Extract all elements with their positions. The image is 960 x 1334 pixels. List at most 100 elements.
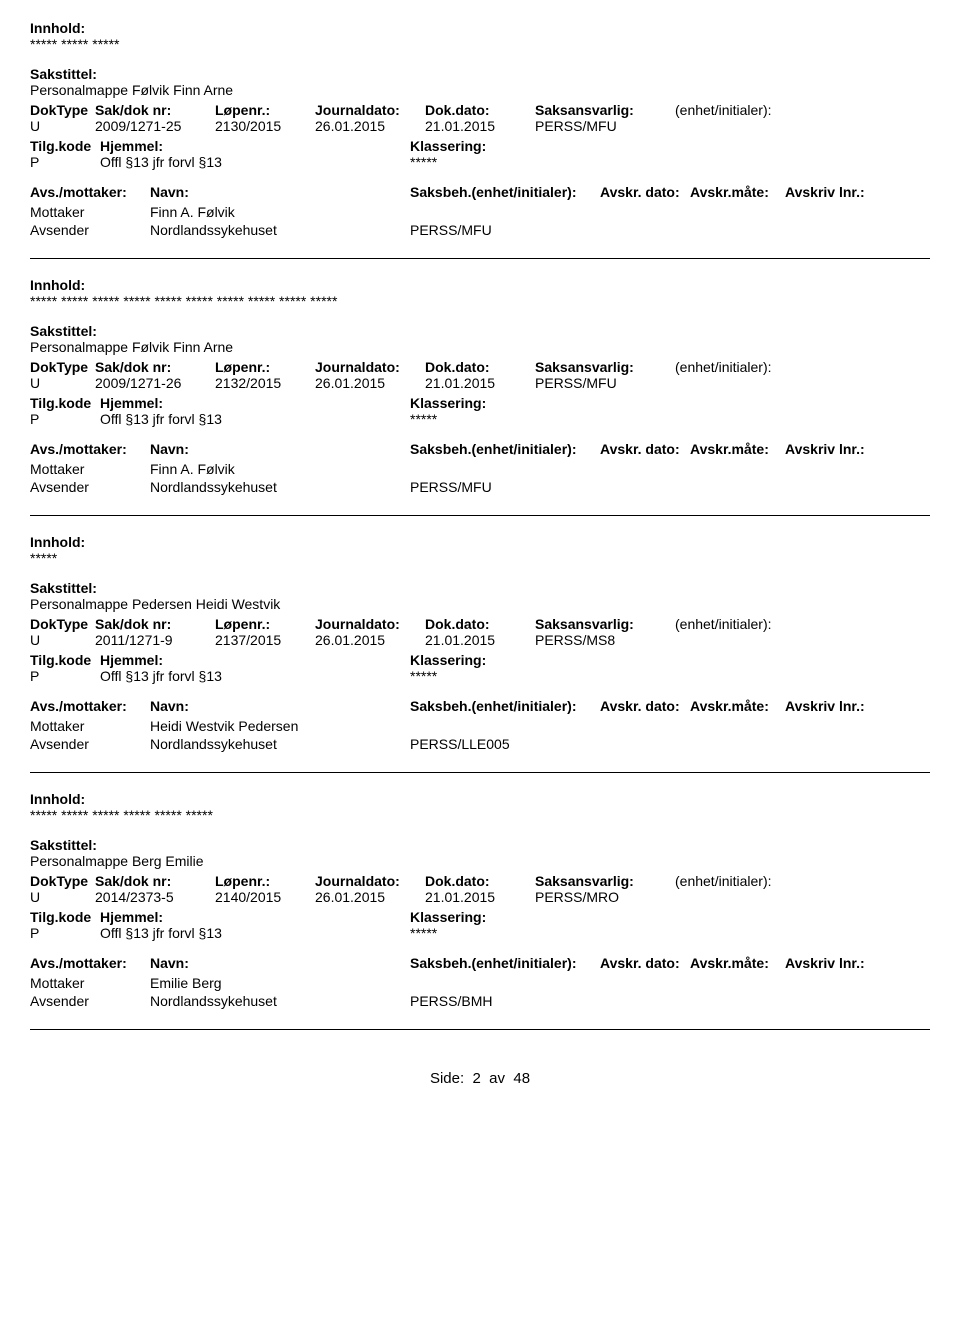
- sakstittel-text: Personalmappe Følvik Finn Arne: [30, 82, 930, 98]
- mottaker-name: Finn A. Følvik: [150, 204, 410, 220]
- klassering-value: *****: [410, 411, 660, 427]
- dokdato-label: Dok.dato:: [425, 102, 535, 118]
- navn-label: Navn:: [150, 955, 410, 971]
- sakstittel-label: Sakstittel:: [30, 837, 930, 853]
- journaldato-value: 26.01.2015: [315, 632, 425, 648]
- lopenr-value: 2137/2015: [215, 632, 315, 648]
- journaldato-value: 26.01.2015: [315, 889, 425, 905]
- tilgkode-value: P: [30, 668, 100, 684]
- journal-record: Innhold: ***** ***** ***** ***** ***** *…: [30, 277, 930, 495]
- innhold-text: ***** ***** ***** ***** ***** ***** ****…: [30, 293, 930, 309]
- klassering-value: *****: [410, 925, 660, 941]
- lopenr-label: Løpenr.:: [215, 102, 315, 118]
- hjemmel-value: Offl §13 jfr forvl §13: [100, 154, 410, 170]
- saksbeh-enhet-label: Saksbeh.(enhet/initialer):: [410, 441, 600, 457]
- lopenr-value: 2140/2015: [215, 889, 315, 905]
- avsender-role: Avsender: [30, 222, 150, 238]
- doktype-label: DokType: [30, 102, 95, 118]
- avsender-role: Avsender: [30, 479, 150, 495]
- doktype-label: DokType: [30, 616, 95, 632]
- navn-label: Navn:: [150, 441, 410, 457]
- footer-av: av: [489, 1070, 505, 1087]
- avs-mottaker-label: Avs./mottaker:: [30, 184, 150, 200]
- doktype-label: DokType: [30, 359, 95, 375]
- mottaker-role: Mottaker: [30, 461, 150, 477]
- journaldato-label: Journaldato:: [315, 359, 425, 375]
- avs-mottaker-label: Avs./mottaker:: [30, 698, 150, 714]
- journaldato-value: 26.01.2015: [315, 118, 425, 134]
- journaldato-label: Journaldato:: [315, 873, 425, 889]
- mottaker-name: Heidi Westvik Pedersen: [150, 718, 410, 734]
- saksansvarlig-label: Saksansvarlig:: [535, 616, 675, 632]
- innhold-label: Innhold:: [30, 277, 930, 293]
- journal-record: Innhold: ***** ***** ***** ***** ***** *…: [30, 791, 930, 1009]
- sakdoknr-label: Sak/dok nr:: [95, 616, 215, 632]
- doktype-value: U: [30, 375, 95, 391]
- avs-mottaker-label: Avs./mottaker:: [30, 955, 150, 971]
- innhold-label: Innhold:: [30, 20, 930, 36]
- navn-label: Navn:: [150, 698, 410, 714]
- avskriv-lnr-label: Avskriv lnr.:: [785, 698, 865, 714]
- dokdato-label: Dok.dato:: [425, 359, 535, 375]
- doktype-value: U: [30, 889, 95, 905]
- journal-record: Innhold: ***** ***** ***** Sakstittel: P…: [30, 20, 930, 238]
- record-divider: [30, 1029, 930, 1030]
- avsender-name: Nordlandssykehuset: [150, 993, 410, 1009]
- sakdoknr-value: 2014/2373-5: [95, 889, 215, 905]
- saksansvarlig-value: PERSS/MRO: [535, 889, 675, 905]
- tilgkode-value: P: [30, 154, 100, 170]
- hjemmel-label: Hjemmel:: [100, 138, 410, 154]
- lopenr-value: 2132/2015: [215, 375, 315, 391]
- hjemmel-value: Offl §13 jfr forvl §13: [100, 411, 410, 427]
- avsender-role: Avsender: [30, 993, 150, 1009]
- lopenr-label: Løpenr.:: [215, 616, 315, 632]
- record-divider: [30, 258, 930, 259]
- mottaker-unit: [410, 204, 610, 220]
- journaldato-value: 26.01.2015: [315, 375, 425, 391]
- sakstittel-text: Personalmappe Følvik Finn Arne: [30, 339, 930, 355]
- saksansvarlig-label: Saksansvarlig:: [535, 359, 675, 375]
- hjemmel-label: Hjemmel:: [100, 395, 410, 411]
- record-divider: [30, 515, 930, 516]
- tilgkode-label: Tilg.kode: [30, 909, 100, 925]
- avskr-dato-label: Avskr. dato:: [600, 698, 690, 714]
- sakstittel-label: Sakstittel:: [30, 580, 930, 596]
- tilgkode-label: Tilg.kode: [30, 138, 100, 154]
- navn-label: Navn:: [150, 184, 410, 200]
- mottaker-unit: [410, 975, 610, 991]
- hjemmel-label: Hjemmel:: [100, 909, 410, 925]
- dokdato-value: 21.01.2015: [425, 889, 535, 905]
- avsender-role: Avsender: [30, 736, 150, 752]
- klassering-label: Klassering:: [410, 909, 660, 925]
- saksbeh-enhet-label: Saksbeh.(enhet/initialer):: [410, 955, 600, 971]
- avskriv-lnr-label: Avskriv lnr.:: [785, 184, 865, 200]
- innhold-label: Innhold:: [30, 534, 930, 550]
- sakdoknr-value: 2009/1271-26: [95, 375, 215, 391]
- sakdoknr-label: Sak/dok nr:: [95, 359, 215, 375]
- record-divider: [30, 772, 930, 773]
- avskr-mate-label: Avskr.måte:: [690, 955, 785, 971]
- klassering-label: Klassering:: [410, 138, 660, 154]
- avsender-unit: PERSS/MFU: [410, 479, 610, 495]
- dokdato-label: Dok.dato:: [425, 616, 535, 632]
- lopenr-label: Løpenr.:: [215, 873, 315, 889]
- innhold-text: ***** ***** ***** ***** ***** *****: [30, 807, 930, 823]
- klassering-value: *****: [410, 154, 660, 170]
- journaldato-label: Journaldato:: [315, 616, 425, 632]
- avskr-dato-label: Avskr. dato:: [600, 441, 690, 457]
- footer-side-label: Side:: [430, 1070, 464, 1087]
- avskr-mate-label: Avskr.måte:: [690, 441, 785, 457]
- tilgkode-value: P: [30, 411, 100, 427]
- avskr-dato-label: Avskr. dato:: [600, 184, 690, 200]
- avskr-mate-label: Avskr.måte:: [690, 698, 785, 714]
- journal-record: Innhold: ***** Sakstittel: Personalmappe…: [30, 534, 930, 752]
- mottaker-name: Finn A. Følvik: [150, 461, 410, 477]
- tilgkode-label: Tilg.kode: [30, 652, 100, 668]
- hjemmel-label: Hjemmel:: [100, 652, 410, 668]
- saksansvarlig-label: Saksansvarlig:: [535, 102, 675, 118]
- doktype-value: U: [30, 118, 95, 134]
- sakstittel-label: Sakstittel:: [30, 66, 930, 82]
- enhet-initialer-label: (enhet/initialer):: [675, 102, 825, 118]
- mottaker-unit: [410, 718, 610, 734]
- innhold-label: Innhold:: [30, 791, 930, 807]
